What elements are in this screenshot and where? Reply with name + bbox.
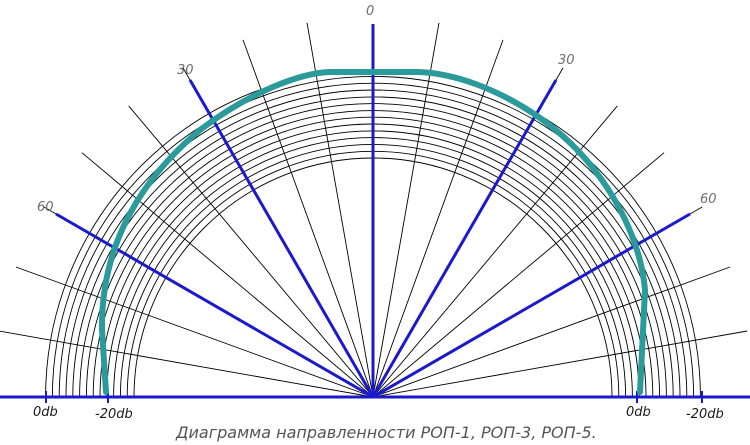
diagram-caption: Диаграмма направленности РОП-1, РОП-3, Р… [175, 423, 597, 442]
radial-line [128, 105, 374, 398]
radial-line [372, 39, 504, 398]
angle-label-0: 0 [366, 4, 374, 19]
db-label-right-0db: 0db [626, 405, 651, 420]
db-label-left-minus20db: -20db [95, 407, 133, 422]
radial-line [372, 105, 618, 398]
angle-label-right-30: 30 [558, 53, 575, 68]
radial-line [242, 39, 374, 398]
radial-line [372, 330, 748, 398]
axis-left-60 [55, 212, 374, 399]
axis-left-30 [188, 79, 375, 398]
angle-label-left-60: 60 [37, 200, 54, 215]
radial-line [372, 266, 731, 398]
radial-line [372, 152, 665, 398]
db-label-left-0db: 0db [33, 405, 58, 420]
angle-label-left-30: 30 [177, 63, 194, 78]
angle-axes [55, 24, 691, 399]
radial-line [372, 22, 440, 398]
radial-line [0, 330, 374, 398]
axis-right-30 [371, 79, 558, 398]
directivity-curve [98, 69, 648, 395]
radial-line [15, 266, 374, 398]
radial-line [81, 152, 374, 398]
db-label-right-minus20db: -20db [686, 407, 724, 422]
radial-line [306, 22, 374, 398]
angle-label-right-60: 60 [700, 192, 717, 207]
